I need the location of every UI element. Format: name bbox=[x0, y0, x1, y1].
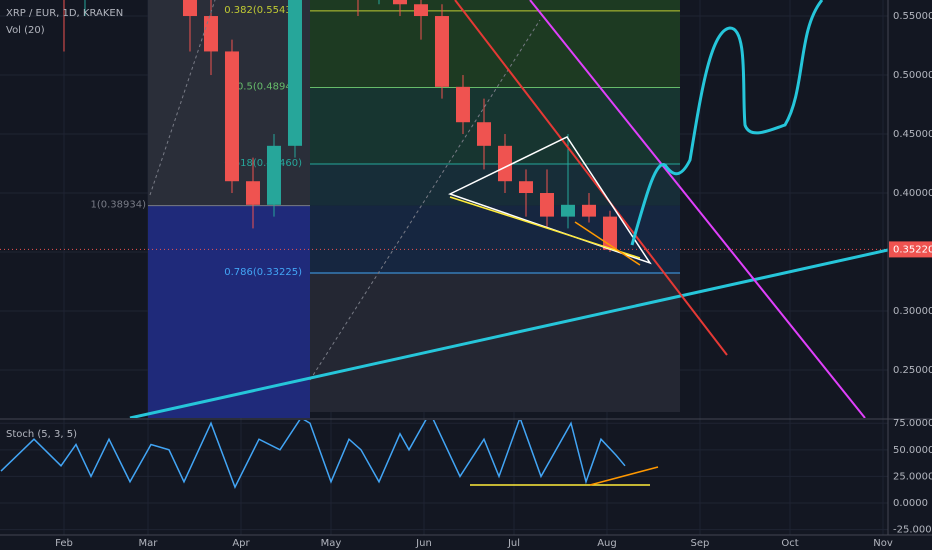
fib-zone bbox=[310, 87, 680, 164]
y-tick-label: -25.0000 bbox=[893, 525, 932, 536]
candle-body bbox=[203, 16, 218, 52]
y-tick-label: 0.45000 bbox=[893, 129, 932, 140]
fib-label: 0.382(0.55433) bbox=[224, 5, 302, 16]
candle-body bbox=[245, 181, 260, 205]
fib-zone bbox=[148, 205, 310, 418]
y-tick-label: 50.0000 bbox=[893, 445, 932, 456]
candle-body bbox=[497, 145, 512, 182]
support-line bbox=[589, 466, 659, 486]
dashed-line bbox=[309, 19, 541, 381]
y-tick-label: 0.50000 bbox=[893, 70, 932, 81]
projection-curve bbox=[630, 0, 824, 246]
last-price-box bbox=[889, 241, 932, 258]
drawings bbox=[129, 0, 888, 418]
fib-label: 1(0.38934) bbox=[90, 200, 146, 211]
x-tick-label: Nov bbox=[873, 538, 893, 549]
candle-body bbox=[182, 0, 197, 17]
candle-body bbox=[287, 0, 302, 146]
candle-body bbox=[476, 122, 491, 146]
fib-zones: 0.382(0.55433) 0.5(0.48946) 0.618(0.42460)… bbox=[90, 0, 680, 418]
y-tick-label: 0.40000 bbox=[893, 188, 932, 199]
fib-label: 0.786(0.33225) bbox=[224, 267, 302, 278]
fib-zone bbox=[310, 163, 680, 206]
dashed-line bbox=[149, 0, 216, 196]
symbol-label: XRP / EUR, 1D, KRAKEN bbox=[6, 8, 123, 19]
y-tick-label: 25.0000 bbox=[893, 471, 932, 482]
axes: Feb Mar Apr May Jun Jul Aug Sep Oct Nov 0.25000 0.3… bbox=[55, 11, 932, 549]
y-tick-label: 0.55000 bbox=[893, 11, 932, 22]
fib-zone bbox=[310, 205, 680, 273]
stoch-label: Stoch (5, 3, 5) bbox=[6, 429, 77, 440]
last-price-label: 0.35220 bbox=[893, 244, 932, 255]
x-tick-label: Sep bbox=[691, 538, 710, 549]
fib-label: 0.618(0.42460) bbox=[224, 158, 302, 169]
candle-body bbox=[266, 145, 281, 205]
candle-body bbox=[560, 204, 575, 217]
candle-body bbox=[602, 216, 617, 250]
candle-body bbox=[518, 181, 533, 194]
stoch-panel bbox=[0, 420, 659, 489]
trend-line bbox=[454, 0, 728, 356]
candle-body bbox=[413, 4, 428, 17]
x-tick-label: May bbox=[321, 538, 342, 549]
candle-body bbox=[455, 86, 470, 123]
fib-label: 0.5(0.48946) bbox=[237, 81, 302, 92]
x-tick-label: Oct bbox=[781, 538, 798, 549]
fib-zone bbox=[310, 0, 680, 88]
support-line bbox=[574, 221, 641, 266]
y-tick-label: 75.0000 bbox=[893, 418, 932, 429]
x-tick-label: Jul bbox=[507, 538, 520, 549]
x-tick-label: Feb bbox=[55, 538, 73, 549]
candle-body bbox=[581, 204, 596, 217]
stoch-line bbox=[0, 420, 626, 489]
x-tick-label: Aug bbox=[597, 538, 617, 549]
candle-body bbox=[434, 16, 449, 87]
x-tick-label: Mar bbox=[139, 538, 159, 549]
trend-line bbox=[529, 0, 866, 418]
candle-body bbox=[224, 51, 239, 182]
y-tick-label: 0.25000 bbox=[893, 365, 932, 376]
price-panel bbox=[0, 0, 888, 253]
y-tick-label: 0.0000 bbox=[893, 498, 928, 509]
trend-line bbox=[129, 248, 888, 418]
candle-body bbox=[392, 0, 407, 5]
x-tick-label: Apr bbox=[232, 538, 250, 549]
x-tick-label: Jun bbox=[415, 538, 432, 549]
fib-zone bbox=[310, 272, 680, 412]
y-tick-label: 0.30000 bbox=[893, 306, 932, 317]
candle-body bbox=[539, 193, 554, 217]
volume-label: Vol (20) bbox=[6, 25, 45, 36]
support-line bbox=[449, 196, 641, 259]
